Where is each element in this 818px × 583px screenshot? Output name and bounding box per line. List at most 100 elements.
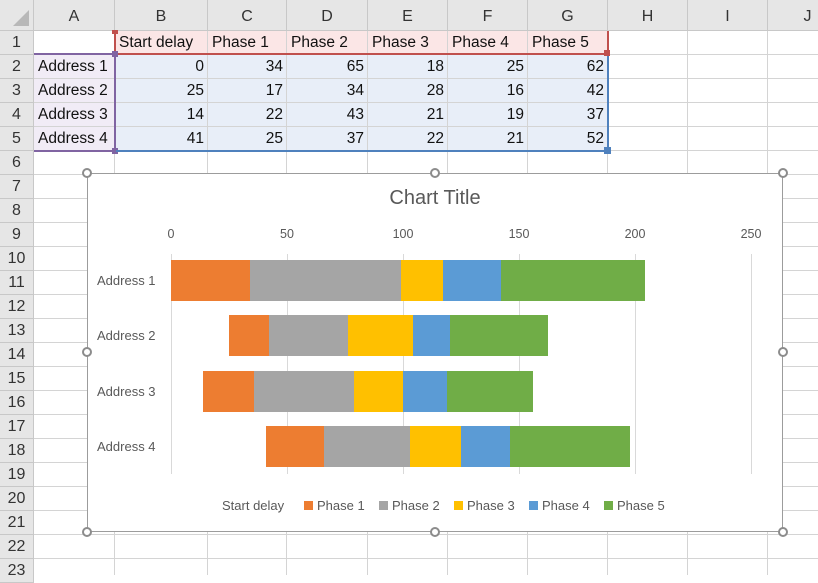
bar-address3-phase1[interactable] xyxy=(203,371,254,412)
cell-f2[interactable]: 25 xyxy=(506,58,524,75)
column-header-j[interactable]: J xyxy=(768,0,818,31)
chart-title[interactable]: Chart Title xyxy=(389,187,481,209)
row-header-6[interactable]: 6 xyxy=(0,151,34,175)
cell-e4[interactable]: 21 xyxy=(426,106,444,123)
column-header-g[interactable]: G xyxy=(528,0,608,31)
legend-item-phase-5[interactable]: Phase 5 xyxy=(604,498,665,513)
cell-c3[interactable]: 17 xyxy=(265,82,283,99)
bar-address1-phase2[interactable] xyxy=(250,260,401,301)
bar-address2-phase4[interactable] xyxy=(413,315,450,356)
chart-resize-handle-top-right[interactable] xyxy=(778,168,788,178)
cell-a2[interactable]: Address 1 xyxy=(38,58,108,75)
values-range-resize-handle[interactable] xyxy=(604,147,611,154)
column-header-f[interactable]: F xyxy=(448,0,528,31)
chart-resize-handle-bottom-left[interactable] xyxy=(82,527,92,537)
row-header-10[interactable]: 10 xyxy=(0,247,34,271)
bar-address1-phase1[interactable] xyxy=(171,260,250,301)
chart-resize-handle-top[interactable] xyxy=(430,168,440,178)
column-header-d[interactable]: D xyxy=(287,0,368,31)
cell-b3[interactable]: 25 xyxy=(186,82,204,99)
bar-address3-phase5[interactable] xyxy=(447,371,533,412)
chart-resize-handle-right[interactable] xyxy=(778,347,788,357)
cell-a3[interactable]: Address 2 xyxy=(38,82,108,99)
row-header-8[interactable]: 8 xyxy=(0,199,34,223)
cell-g4[interactable]: 37 xyxy=(586,106,604,123)
cell-d5[interactable]: 37 xyxy=(346,130,364,147)
cell-f4[interactable]: 19 xyxy=(506,106,524,123)
bar-address1-phase5[interactable] xyxy=(501,260,645,301)
cell-e1[interactable]: Phase 3 xyxy=(372,34,429,51)
legend-item-phase-4[interactable]: Phase 4 xyxy=(529,498,590,513)
cell-c5[interactable]: 25 xyxy=(265,130,283,147)
bar-address3-phase2[interactable] xyxy=(254,371,354,412)
cell-e5[interactable]: 22 xyxy=(426,130,444,147)
row-header-17[interactable]: 17 xyxy=(0,415,34,439)
cell-b4[interactable]: 14 xyxy=(186,106,204,123)
chart-resize-handle-bottom-right[interactable] xyxy=(778,527,788,537)
cell-g2[interactable]: 62 xyxy=(586,58,604,75)
cell-b2[interactable]: 0 xyxy=(195,58,204,75)
bar-address4-phase2[interactable] xyxy=(324,426,410,467)
cell-d4[interactable]: 43 xyxy=(346,106,364,123)
row-header-1[interactable]: 1 xyxy=(0,31,34,55)
stacked-bar-chart[interactable]: Chart Title 0 50 100 150 200 250 Address… xyxy=(87,173,783,532)
legend-item-start-delay[interactable]: Start delay xyxy=(222,498,284,513)
row-header-12[interactable]: 12 xyxy=(0,295,34,319)
cell-g1[interactable]: Phase 5 xyxy=(532,34,589,51)
row-header-2[interactable]: 2 xyxy=(0,55,34,79)
row-header-4[interactable]: 4 xyxy=(0,103,34,127)
cell-b1[interactable]: Start delay xyxy=(119,34,194,51)
bar-address4-phase1[interactable] xyxy=(266,426,324,467)
row-header-15[interactable]: 15 xyxy=(0,367,34,391)
cell-d3[interactable]: 34 xyxy=(346,82,364,99)
column-header-b[interactable]: B xyxy=(115,0,208,31)
column-header-i[interactable]: I xyxy=(688,0,768,31)
bar-address2-phase5[interactable] xyxy=(450,315,548,356)
bar-address3-phase3[interactable] xyxy=(354,371,403,412)
row-header-23[interactable]: 23 xyxy=(0,559,34,583)
cell-c2[interactable]: 34 xyxy=(265,58,283,75)
row-header-19[interactable]: 19 xyxy=(0,463,34,487)
cell-g3[interactable]: 42 xyxy=(586,82,604,99)
bar-address4-phase3[interactable] xyxy=(410,426,461,467)
column-header-a[interactable]: A xyxy=(34,0,115,31)
cell-e3[interactable]: 28 xyxy=(426,82,444,99)
row-header-21[interactable]: 21 xyxy=(0,511,34,535)
row-header-13[interactable]: 13 xyxy=(0,319,34,343)
cell-e2[interactable]: 18 xyxy=(426,58,444,75)
bar-address3-phase4[interactable] xyxy=(403,371,447,412)
bar-address4-phase4[interactable] xyxy=(461,426,510,467)
cell-c1[interactable]: Phase 1 xyxy=(212,34,269,51)
select-all-corner[interactable] xyxy=(0,0,34,31)
bar-address1-phase4[interactable] xyxy=(443,260,501,301)
bar-address2-phase3[interactable] xyxy=(348,315,413,356)
column-header-c[interactable]: C xyxy=(208,0,287,31)
legend-item-phase-3[interactable]: Phase 3 xyxy=(454,498,515,513)
cell-c4[interactable]: 22 xyxy=(265,106,283,123)
cell-a4[interactable]: Address 3 xyxy=(38,106,108,123)
category-range-resize-handle[interactable] xyxy=(112,51,118,57)
cell-d2[interactable]: 65 xyxy=(346,58,364,75)
chart-resize-handle-left[interactable] xyxy=(82,347,92,357)
cell-a5[interactable]: Address 4 xyxy=(38,130,108,147)
series-range-resize-handle[interactable] xyxy=(112,30,118,34)
row-header-11[interactable]: 11 xyxy=(0,271,34,295)
bar-address2-phase1[interactable] xyxy=(229,315,269,356)
cell-f5[interactable]: 21 xyxy=(506,130,524,147)
cell-f1[interactable]: Phase 4 xyxy=(452,34,509,51)
bar-address4-phase5[interactable] xyxy=(510,426,630,467)
row-header-14[interactable]: 14 xyxy=(0,343,34,367)
row-header-7[interactable]: 7 xyxy=(0,175,34,199)
row-header-5[interactable]: 5 xyxy=(0,127,34,151)
row-header-3[interactable]: 3 xyxy=(0,79,34,103)
legend-item-phase-2[interactable]: Phase 2 xyxy=(379,498,440,513)
column-header-h[interactable]: H xyxy=(608,0,688,31)
category-range-resize-handle[interactable] xyxy=(112,148,118,154)
legend-item-phase-1[interactable]: Phase 1 xyxy=(304,498,365,513)
row-header-16[interactable]: 16 xyxy=(0,391,34,415)
chart-resize-handle-bottom[interactable] xyxy=(430,527,440,537)
row-header-18[interactable]: 18 xyxy=(0,439,34,463)
series-range-resize-handle[interactable] xyxy=(604,50,610,56)
row-header-20[interactable]: 20 xyxy=(0,487,34,511)
bar-address1-phase3[interactable] xyxy=(401,260,443,301)
